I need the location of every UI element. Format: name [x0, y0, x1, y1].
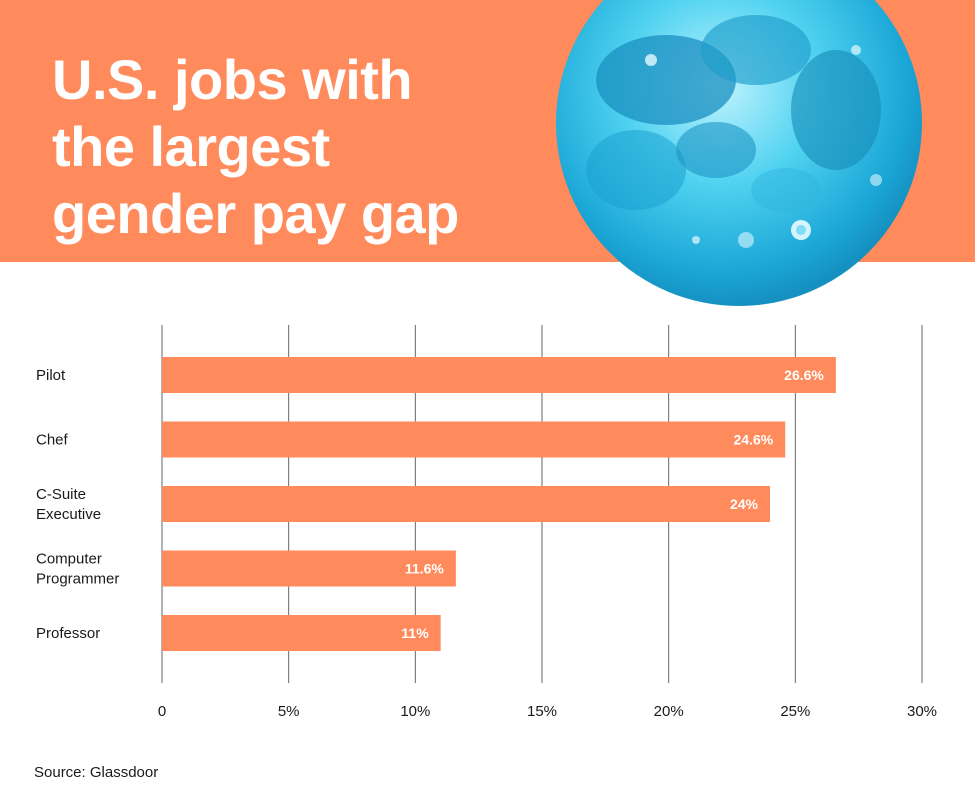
x-tick-label: 25% — [780, 703, 810, 720]
bar — [162, 486, 770, 522]
bar — [162, 550, 456, 587]
chart-title: U.S. jobs with the largest gender pay ga… — [52, 46, 532, 247]
source-note: Source: Glassdoor — [34, 764, 159, 781]
category-label: Pilot — [36, 367, 66, 384]
bar-value-label: 11% — [401, 625, 429, 641]
x-tick-label: 5% — [278, 703, 300, 720]
category-label: Computer — [36, 551, 102, 568]
x-tick-label: 15% — [527, 703, 557, 720]
title-line-1: U.S. jobs with — [52, 48, 413, 111]
bar-value-label: 11.6% — [405, 561, 444, 577]
moon-image — [556, 0, 922, 306]
title-line-3: gender pay gap — [52, 182, 459, 245]
x-tick-label: 0 — [158, 703, 166, 720]
bar-value-label: 24% — [730, 496, 759, 512]
x-tick-label: 30% — [907, 703, 937, 720]
x-tick-label: 10% — [400, 703, 430, 720]
moon-craters — [586, 15, 882, 248]
category-label: Professor — [36, 625, 100, 642]
bar-value-label: 26.6% — [784, 367, 824, 383]
bar — [162, 615, 441, 651]
category-label: Chef — [36, 432, 69, 449]
title-line-2: the largest — [52, 115, 330, 178]
bar — [162, 357, 836, 393]
category-label: Executive — [36, 506, 101, 523]
x-tick-label: 20% — [654, 703, 684, 720]
category-label: C-Suite — [36, 486, 86, 503]
category-label: Programmer — [36, 571, 119, 588]
bar-value-label: 24.6% — [733, 432, 773, 448]
bar — [162, 421, 786, 458]
